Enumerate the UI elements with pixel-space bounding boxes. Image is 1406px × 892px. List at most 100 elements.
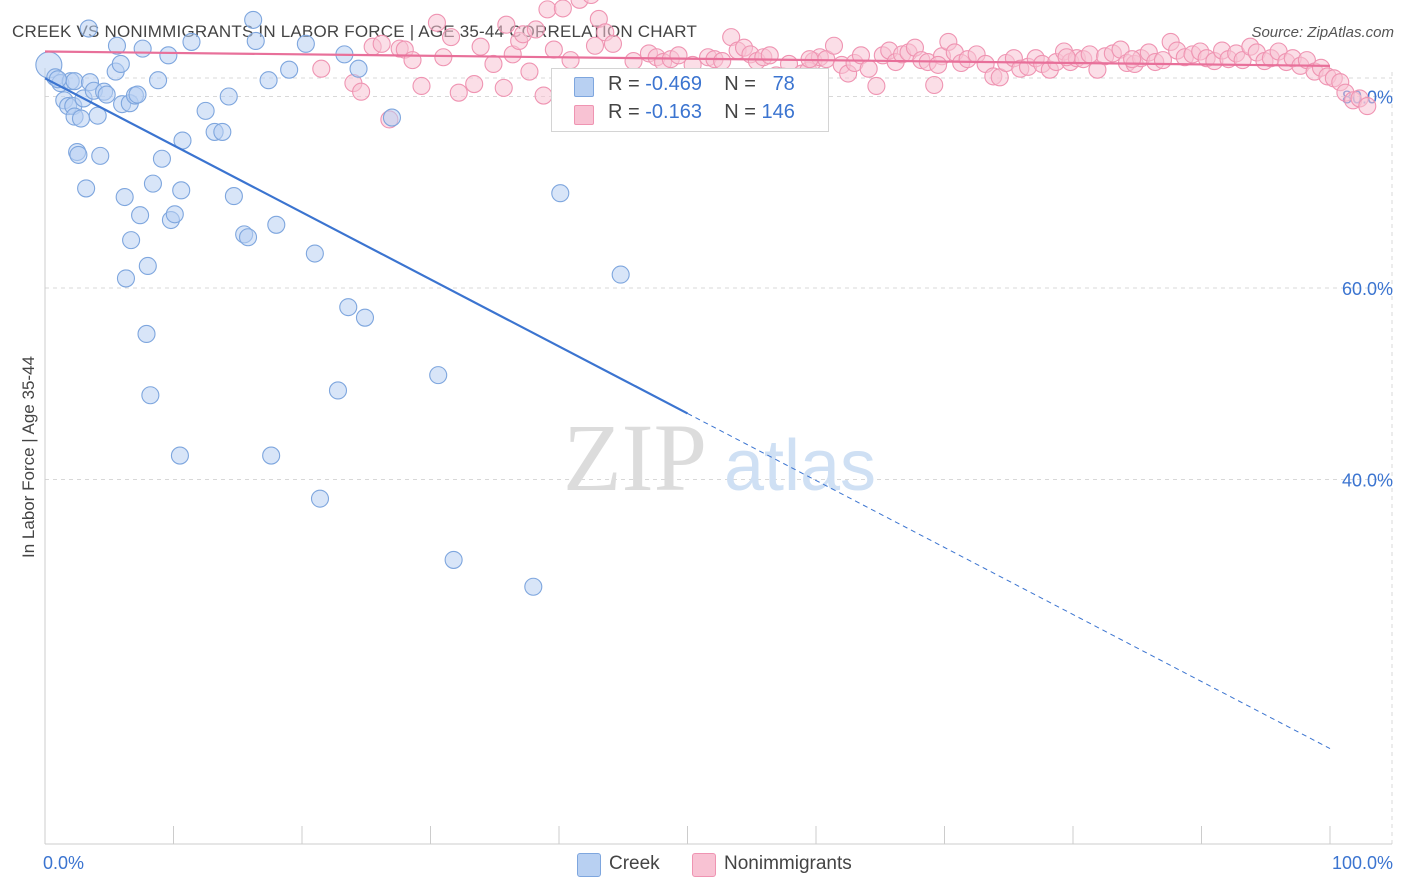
nonimmigrants-point [312,59,331,78]
creek-point [172,181,191,200]
creek-point [65,72,84,91]
nonimmigrants-point [553,0,572,18]
creek-trend-line-extension [687,412,1331,750]
creek-point [182,32,201,51]
creek-point [280,60,299,79]
x-tick-label-max: 100.0% [1332,853,1393,873]
nonimmigrants-point [760,46,779,65]
watermark-atlas: atlas [724,426,876,506]
x-tick-label-min: 0.0% [43,853,84,873]
nonimmigrants-point [1123,50,1142,69]
series-creek-points [35,10,630,596]
creek-point [262,446,281,465]
nonimmigrants-point [925,75,944,95]
creek-point [339,298,358,317]
legend-swatch-creek [574,77,594,97]
nonimmigrants-point [497,15,516,34]
nonimmigrants-point [867,76,886,96]
creek-point [138,256,157,276]
nonimmigrants-point [494,78,513,97]
nonimmigrants-point [403,51,422,70]
axes [44,68,1392,845]
creek-point [259,71,278,90]
legend-n-value-nonimmigrants: 146 [761,101,795,123]
creek-point [296,34,315,53]
nonimmigrants-point [538,0,557,19]
creek-point [238,228,258,247]
y-tick-label: 60.0% [1342,279,1393,299]
nonimmigrants-point [465,75,484,94]
watermark: ZIP atlas [563,404,876,511]
creek-point [224,187,243,206]
legend-n-value-creek: 78 [772,73,795,95]
nonimmigrants-point [412,76,431,96]
nonimmigrants-point [561,51,580,70]
nonimmigrants-point [929,55,948,74]
nonimmigrants-point [526,20,545,39]
creek-trend-line [44,77,689,415]
creek-point [128,85,147,104]
y-tick-label: 40.0% [1342,471,1393,491]
nonimmigrants-point [534,86,553,105]
creek-point [79,19,98,38]
nonimmigrants-point [372,34,391,53]
creek-point [152,149,171,168]
creek-point [122,231,141,250]
nonimmigrants-point [585,36,605,55]
creek-point [107,36,127,55]
bottom-legend-swatch-creek [577,853,601,877]
creek-point [524,577,543,596]
nonimmigrants-point [1080,45,1099,64]
creek-point [131,206,150,225]
creek-point [97,85,116,104]
creek-point [115,187,134,207]
creek-point [141,386,160,405]
creek-point [170,446,189,465]
creek-point [382,108,402,127]
nonimmigrants-point [603,34,623,53]
nonimmigrants-point [471,37,490,56]
creek-point [196,101,215,120]
nonimmigrants-point [1088,60,1107,79]
creek-point [611,265,630,284]
nonimmigrants-point [520,62,539,81]
bottom-legend-label-creek: Creek [609,853,660,874]
creek-point [305,244,324,263]
creek-point [88,106,107,125]
creek-point [429,366,448,385]
bottom-legend-label-nonimmigrants: Nonimmigrants [724,853,852,874]
trend-lines [44,50,1331,750]
creek-point [355,308,375,327]
creek-point [91,146,110,165]
nonimmigrants-point [449,83,468,102]
legend-n-label: N = [724,73,756,95]
legend-r-label: R = [608,101,640,123]
creek-point [444,550,463,569]
creek-point [165,205,184,224]
creek-point [213,122,232,141]
source-credit: Source: ZipAtlas.com [1251,24,1394,41]
nonimmigrants-point [1358,97,1377,116]
creek-point [267,215,286,234]
nonimmigrants-point [352,82,371,101]
nonimmigrants-point [544,40,563,59]
legend-r-value-creek: -0.469 [645,73,702,95]
creek-point [244,10,263,29]
creek-point [219,87,238,106]
creek-point [111,54,130,73]
creek-point [551,184,570,203]
creek-point [71,109,91,128]
nonimmigrants-point [442,28,461,47]
legend-r-value-nonimmigrants: -0.163 [645,101,702,123]
creek-point [310,489,330,508]
x-tick-labels: 0.0% 100.0% [43,853,1393,873]
watermark-zip: ZIP [563,404,707,511]
nonimmigrants-trend-line [44,50,1331,67]
y-axis-label: In Labor Force | Age 35-44 [19,356,38,558]
nonimmigrants-point [1057,48,1076,67]
nonimmigrants-point [824,36,844,55]
nonimmigrants-point [859,59,878,78]
legend-r-label: R = [608,73,640,95]
creek-point [159,46,178,65]
